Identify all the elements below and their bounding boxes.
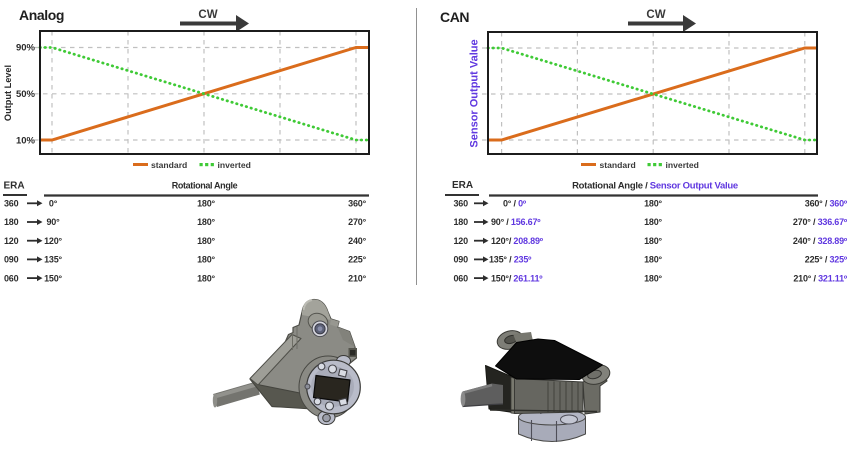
svg-text:inverted: inverted: [666, 160, 699, 170]
svg-text:CW: CW: [198, 9, 217, 21]
svg-text:180°: 180°: [197, 199, 215, 209]
svg-text:135° / 235º: 135° / 235º: [489, 255, 532, 265]
svg-text:180°: 180°: [197, 255, 215, 265]
svg-text:270°: 270°: [348, 217, 366, 227]
svg-text:180°: 180°: [644, 217, 662, 227]
svg-text:120°/ 208.89º: 120°/ 208.89º: [491, 236, 544, 246]
svg-text:360: 360: [4, 199, 19, 209]
svg-text:180°: 180°: [197, 236, 215, 246]
svg-text:090: 090: [4, 255, 19, 265]
svg-text:090: 090: [454, 255, 469, 265]
svg-text:180°: 180°: [644, 255, 662, 265]
svg-text:180°: 180°: [644, 199, 662, 209]
svg-text:180°: 180°: [197, 273, 215, 283]
svg-text:135°: 135°: [44, 255, 62, 265]
svg-text:360°: 360°: [348, 199, 366, 209]
svg-text:90°: 90°: [46, 217, 60, 227]
svg-text:10%: 10%: [16, 136, 36, 147]
svg-text:270° / 336.67º: 270° / 336.67º: [793, 217, 848, 227]
svg-text:180: 180: [454, 217, 469, 227]
svg-text:Rotational Angle / Sensor Outp: Rotational Angle / Sensor Output Value: [572, 181, 738, 192]
svg-text:ERA: ERA: [452, 180, 473, 191]
svg-text:120°: 120°: [44, 236, 62, 246]
svg-text:Rotational Angle: Rotational Angle: [172, 181, 238, 191]
svg-text:060: 060: [454, 273, 469, 283]
svg-text:225°: 225°: [348, 255, 366, 265]
svg-text:150°: 150°: [44, 273, 62, 283]
svg-text:150°/ 261.11º: 150°/ 261.11º: [491, 273, 543, 283]
svg-text:standard: standard: [151, 160, 187, 170]
svg-text:0°: 0°: [49, 199, 58, 209]
svg-text:180°: 180°: [644, 236, 662, 246]
svg-text:180: 180: [4, 217, 19, 227]
svg-text:inverted: inverted: [218, 160, 251, 170]
svg-text:180°: 180°: [644, 273, 662, 283]
svg-text:360° / 360º: 360° / 360º: [805, 199, 848, 209]
svg-text:210° / 321.11º: 210° / 321.11º: [793, 273, 848, 283]
svg-text:060: 060: [4, 273, 19, 283]
svg-text:standard: standard: [600, 160, 636, 170]
svg-text:90%: 90%: [16, 43, 36, 54]
svg-text:120: 120: [4, 236, 19, 246]
svg-text:CW: CW: [646, 9, 665, 21]
svg-text:CAN: CAN: [440, 9, 469, 25]
svg-text:ERA: ERA: [4, 181, 25, 192]
svg-text:Sensor Output Value: Sensor Output Value: [469, 39, 481, 147]
svg-text:240° / 328.89º: 240° / 328.89º: [793, 236, 848, 246]
svg-text:240°: 240°: [348, 236, 366, 246]
svg-text:225° / 325º: 225° / 325º: [805, 255, 848, 265]
svg-text:210°: 210°: [348, 273, 366, 283]
svg-text:180°: 180°: [197, 217, 215, 227]
svg-text:360: 360: [454, 199, 469, 209]
svg-text:120: 120: [454, 236, 469, 246]
svg-text:50%: 50%: [16, 89, 36, 100]
svg-text:Output Level: Output Level: [3, 65, 13, 121]
svg-text:Analog: Analog: [19, 7, 64, 23]
svg-text:0° / 0º: 0° / 0º: [503, 199, 527, 209]
svg-text:90° / 156.67º: 90° / 156.67º: [491, 217, 541, 227]
